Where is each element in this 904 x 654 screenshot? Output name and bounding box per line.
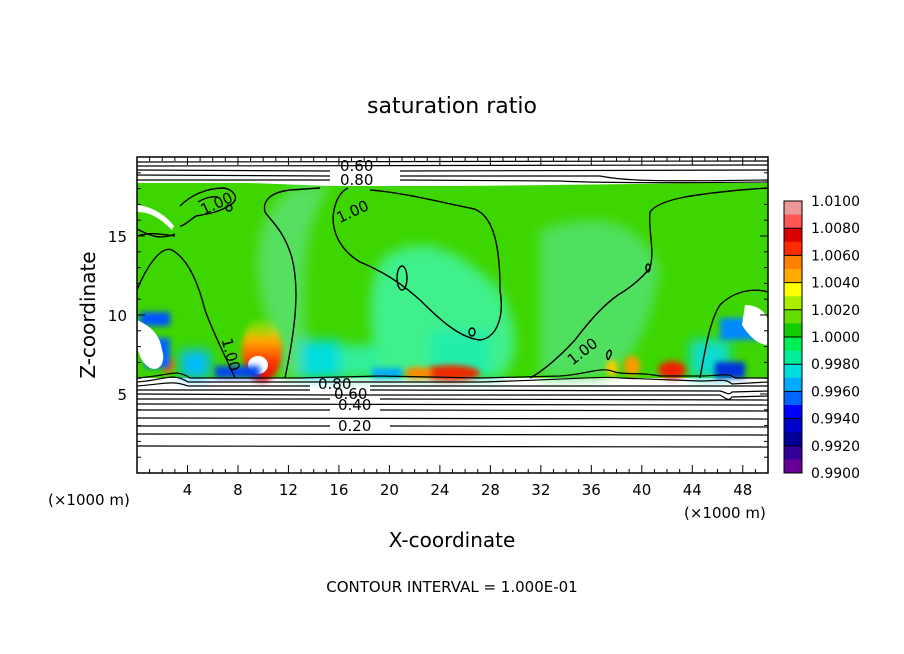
y-axis: 5 10 15 xyxy=(108,172,768,458)
colorbar-swatch xyxy=(784,364,802,379)
white-patch-left xyxy=(137,320,164,369)
saturation-contours xyxy=(137,187,768,379)
colorbar-label: 0.9900 xyxy=(811,466,860,482)
colorbar-swatch xyxy=(784,296,802,311)
x-tick-label: 44 xyxy=(683,481,702,499)
x-tick-label: 16 xyxy=(329,481,348,499)
lower-contours xyxy=(137,369,768,448)
x-tick-label: 8 xyxy=(233,481,243,499)
contour-label: 0.60 xyxy=(340,157,373,175)
colorbar-swatch xyxy=(784,432,802,447)
x-tick-label: 12 xyxy=(279,481,298,499)
colorbar-swatch xyxy=(784,228,802,243)
contour-label: 0.40 xyxy=(338,396,371,414)
colorbar-swatch xyxy=(784,201,802,216)
colorbar-swatch xyxy=(784,214,802,229)
y-axis-title: Z-coordinate xyxy=(76,251,100,378)
field-structures xyxy=(180,185,730,378)
colorbar-swatch xyxy=(784,459,802,474)
contour-interval-note: CONTOUR INTERVAL = 1.000E-01 xyxy=(326,578,577,596)
colorbar-swatch xyxy=(784,418,802,433)
y-tick-label: 10 xyxy=(108,307,127,325)
x-tick-label: 36 xyxy=(582,481,601,499)
colorbar-swatch xyxy=(784,255,802,270)
colorbar-swatch xyxy=(784,350,802,365)
upper-contours xyxy=(137,160,768,184)
contour-label: 0.60 xyxy=(334,385,367,403)
colorbar-swatch xyxy=(784,377,802,392)
x-tick-label: 32 xyxy=(531,481,550,499)
white-patch-top-left xyxy=(137,205,174,230)
x-axis-title: X-coordinate xyxy=(389,528,516,552)
colorbar-label: 1.0020 xyxy=(811,303,860,319)
x-tick-label: 48 xyxy=(733,481,752,499)
contour-label: 0.80 xyxy=(318,375,351,393)
contour-label: 0.20 xyxy=(338,417,371,435)
colorbar-swatch xyxy=(784,445,802,460)
colorbar-label: 0.9940 xyxy=(811,412,860,428)
colorbar-swatch xyxy=(784,269,802,284)
colorbar-swatch xyxy=(784,337,802,352)
x-tick-label: 4 xyxy=(183,481,193,499)
colorbar-swatch xyxy=(784,405,802,420)
x-tick-label: 28 xyxy=(481,481,500,499)
colorbar-label: 1.0000 xyxy=(811,330,860,346)
colorbar-label: 0.9920 xyxy=(811,439,860,455)
colorbar-swatch xyxy=(784,309,802,324)
colorbar-swatch xyxy=(784,323,802,338)
y-tick-label: 5 xyxy=(117,386,127,404)
x-unit-label: (×1000 m) xyxy=(48,491,130,509)
colorbar-label: 1.0100 xyxy=(811,194,860,210)
x-axis: 4 8 12 16 20 24 28 32 36 40 44 48 xyxy=(149,157,756,499)
colorbar: 1.0100 1.0080 1.0060 1.0040 1.0020 1.0000 0.99… xyxy=(783,194,860,482)
colorbar-swatch xyxy=(784,282,802,297)
x-tick-label: 24 xyxy=(430,481,449,499)
contour-label: 0.80 xyxy=(340,171,373,189)
chart-title: saturation ratio xyxy=(367,94,537,119)
plot-area: 0.60 0.80 1.00 1.00 1.00 1.00 0.80 0.60 … xyxy=(137,157,768,473)
x-tick-label: 40 xyxy=(632,481,651,499)
colorbar-label: 0.9960 xyxy=(811,384,860,400)
colorbar-label: 1.0080 xyxy=(811,221,860,237)
colorbar-swatch xyxy=(784,391,802,406)
colorbar-swatch xyxy=(784,241,802,256)
x-tick-label: 20 xyxy=(380,481,399,499)
y-tick-label: 15 xyxy=(108,228,127,246)
colorbar-label: 0.9980 xyxy=(811,357,860,373)
white-top-band xyxy=(137,157,768,186)
colorbar-label: 1.0040 xyxy=(811,276,860,292)
colorbar-label: 1.0060 xyxy=(811,248,860,264)
z-unit-label: (×1000 m) xyxy=(684,504,766,522)
